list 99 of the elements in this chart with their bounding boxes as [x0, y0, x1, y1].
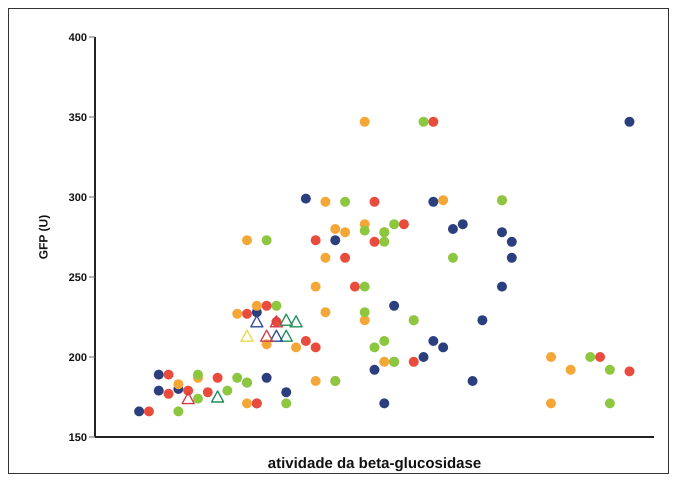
point [232, 372, 242, 383]
point [566, 364, 576, 375]
point [389, 300, 400, 311]
point [360, 282, 370, 292]
point [418, 352, 429, 362]
point [240, 330, 254, 342]
point [379, 236, 390, 247]
point [330, 224, 340, 234]
point [370, 364, 380, 375]
point [222, 386, 232, 396]
point [438, 195, 448, 206]
point [192, 394, 203, 404]
point [262, 300, 272, 311]
point [624, 366, 634, 376]
point [340, 227, 350, 238]
point [604, 398, 615, 408]
point [154, 370, 164, 380]
y-tick-label: 150 [68, 432, 87, 444]
point [320, 252, 330, 263]
point [340, 252, 350, 263]
point [546, 398, 556, 408]
point [192, 370, 203, 380]
point [370, 236, 380, 247]
point [164, 370, 174, 380]
point [546, 352, 556, 362]
point [340, 196, 350, 207]
point [291, 342, 302, 352]
point [310, 235, 321, 246]
point [506, 252, 517, 263]
point [320, 307, 330, 318]
point [408, 356, 419, 367]
point [458, 219, 468, 230]
point [181, 392, 195, 404]
point [370, 196, 380, 207]
point [144, 406, 154, 416]
y-axis-title: GFP (U) [36, 214, 50, 260]
point [281, 398, 292, 408]
point [398, 219, 409, 230]
point [252, 300, 262, 311]
point [173, 379, 184, 390]
point [506, 236, 517, 247]
point [595, 352, 606, 362]
point [173, 406, 184, 416]
point [624, 116, 634, 127]
point [389, 219, 400, 230]
point [242, 398, 252, 408]
point [281, 387, 292, 398]
point [585, 352, 596, 362]
point [418, 116, 429, 127]
point [210, 390, 224, 403]
y-tick-label: 300 [68, 192, 87, 204]
point [379, 356, 390, 367]
y-tick-label: 400 [68, 32, 87, 44]
point [428, 336, 438, 346]
y-tick-label: 250 [68, 272, 87, 284]
point [289, 315, 303, 328]
point [262, 372, 272, 383]
point [496, 227, 507, 238]
point [212, 372, 223, 383]
point [271, 300, 282, 311]
point [448, 252, 458, 263]
point [428, 116, 438, 127]
point [330, 235, 340, 246]
point [370, 342, 380, 352]
point [320, 196, 330, 207]
point [280, 330, 293, 342]
point [360, 116, 370, 127]
point [154, 386, 164, 396]
point [604, 364, 615, 375]
point [477, 315, 488, 326]
point [428, 196, 438, 207]
point [438, 342, 448, 352]
point [360, 226, 370, 236]
point [202, 387, 213, 398]
point [496, 282, 507, 292]
point [310, 376, 321, 386]
point [242, 235, 252, 246]
point [262, 235, 272, 246]
point [379, 336, 390, 346]
point [448, 224, 458, 234]
point [300, 194, 311, 204]
point [350, 282, 360, 292]
point [310, 282, 321, 292]
point [260, 330, 274, 342]
point [310, 342, 321, 352]
x-axis-title: atividade da beta-glucosidase [268, 455, 482, 472]
point [270, 330, 284, 342]
point [300, 336, 311, 346]
point [250, 315, 264, 328]
point [232, 308, 242, 319]
y-tick-label: 200 [68, 352, 87, 364]
point [164, 388, 174, 399]
point [242, 308, 252, 319]
point [280, 314, 293, 326]
point [360, 307, 370, 318]
point [468, 376, 478, 386]
y-tick-label: 350 [68, 112, 87, 124]
point [379, 398, 390, 408]
point [134, 406, 144, 416]
